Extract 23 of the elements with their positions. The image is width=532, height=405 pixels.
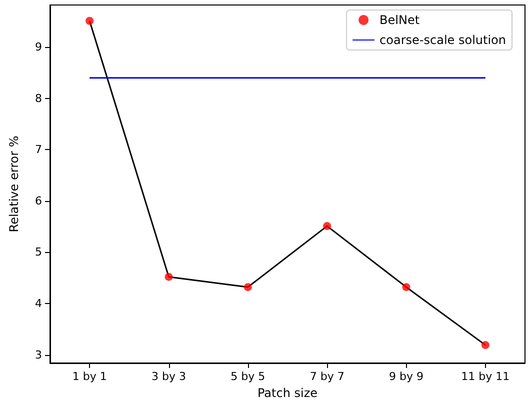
y-tick-label: 8 [35,92,42,105]
y-tick-label: 5 [35,246,42,259]
x-tick-label: 1 by 1 [72,370,107,383]
point [323,222,332,230]
y-axis-title: Relative error % [7,136,21,232]
legend-label: coarse-scale solution [380,33,506,47]
y-tick-label: 3 [35,348,42,362]
point [164,272,173,281]
x-axis-title: Patch size [257,386,318,400]
y-tick-label: 9 [35,40,42,54]
x-tick-label: 9 by 9 [389,370,424,383]
point [402,283,410,292]
y-tick-label: 4 [35,297,42,310]
point [481,341,490,350]
x-tick-label: 3 by 3 [152,370,186,383]
point [244,283,252,292]
y-tick-label: 6 [35,194,42,208]
y-tick-label: 7 [35,143,42,156]
x-tick-label: 7 by 7 [310,370,344,383]
x-tick-label: 11 by 11 [461,370,510,383]
point [86,16,94,25]
legend-label: BelNet [380,13,420,27]
x-tick-label: 5 by 5 [230,370,266,383]
